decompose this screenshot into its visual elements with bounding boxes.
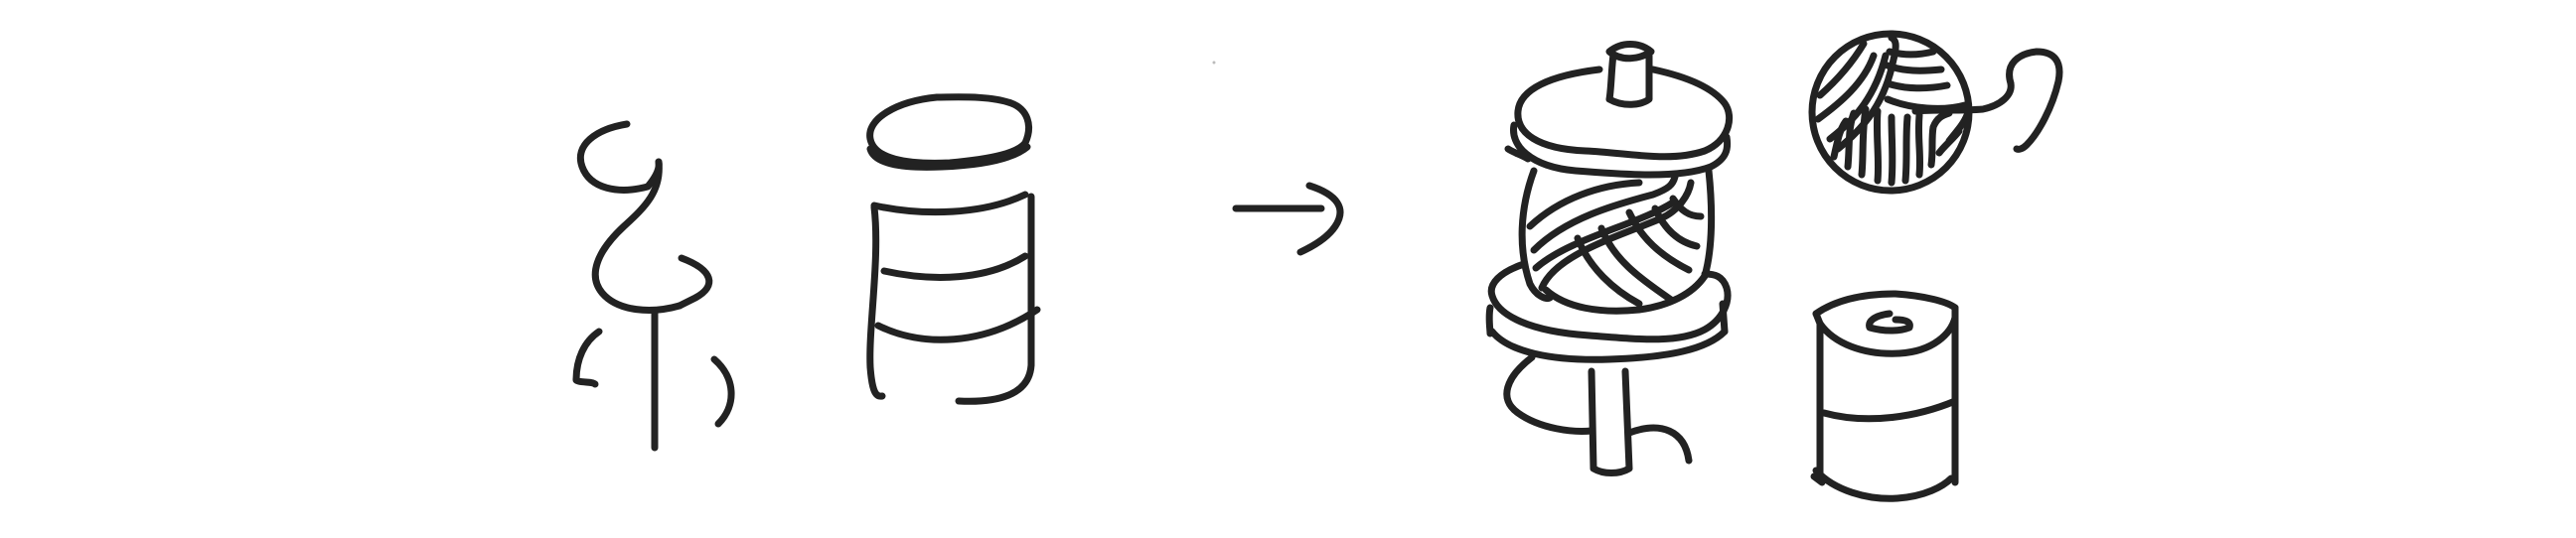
yarn-ball-icon xyxy=(1808,30,2063,195)
speck-mark xyxy=(1212,61,1216,65)
right-arrow-icon xyxy=(1232,182,1344,256)
thread-spool-icon xyxy=(1485,41,1734,476)
silk-radical-glyph-icon xyxy=(572,120,735,452)
empty-reel-icon xyxy=(1810,290,1959,502)
moon-radical-glyph-icon xyxy=(866,93,1041,405)
